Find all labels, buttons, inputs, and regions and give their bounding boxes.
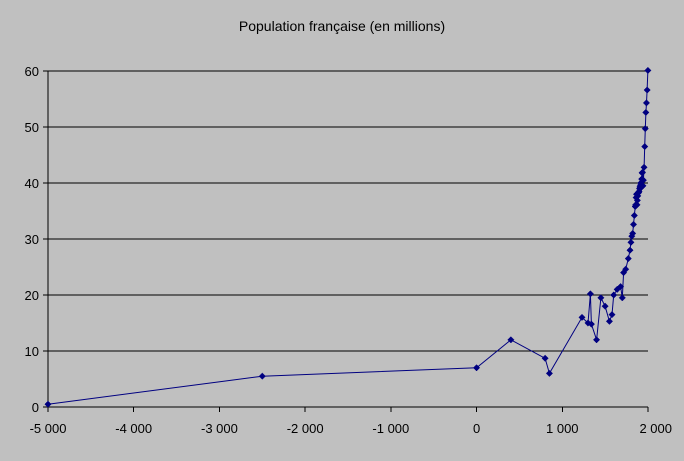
data-point xyxy=(642,99,651,107)
x-tick-label: -5 000 xyxy=(30,421,67,436)
data-point xyxy=(626,246,634,254)
data-point xyxy=(608,311,616,319)
data-point xyxy=(629,229,637,237)
data-point xyxy=(587,320,595,328)
y-tick-label: 30 xyxy=(25,232,39,247)
x-tick-label: -3 000 xyxy=(201,421,238,436)
data-point xyxy=(601,302,609,310)
data-point xyxy=(639,182,647,190)
data-point xyxy=(610,291,618,299)
y-tick-label: 20 xyxy=(25,288,39,303)
data-point xyxy=(541,354,549,362)
x-tick-label: -2 000 xyxy=(287,421,324,436)
data-point xyxy=(641,125,649,133)
data-point xyxy=(639,176,647,184)
x-tick-label: 1 000 xyxy=(546,421,579,436)
data-point xyxy=(643,86,651,94)
data-point xyxy=(630,211,638,220)
x-tick-label: 2 000 xyxy=(639,421,672,436)
data-point xyxy=(618,294,626,302)
data-point xyxy=(545,369,553,377)
data-point xyxy=(640,163,648,171)
data-point xyxy=(644,66,652,74)
data-point xyxy=(605,317,613,325)
y-tick-label: 50 xyxy=(25,120,39,135)
data-point xyxy=(593,336,601,344)
data-point xyxy=(578,313,586,321)
data-point xyxy=(507,336,515,344)
y-tick-label: 40 xyxy=(25,176,39,191)
data-point xyxy=(586,290,594,298)
x-tick-label: -1 000 xyxy=(372,421,409,436)
data-point xyxy=(622,265,630,273)
data-point xyxy=(624,255,632,263)
data-point xyxy=(627,238,635,246)
y-tick-label: 0 xyxy=(32,400,39,415)
data-point xyxy=(641,143,649,151)
data-point xyxy=(629,220,638,228)
data-point xyxy=(617,283,625,291)
data-point xyxy=(597,294,605,302)
data-point xyxy=(258,372,266,380)
y-tick-label: 10 xyxy=(25,344,39,359)
data-series xyxy=(44,66,652,408)
data-point xyxy=(642,108,650,116)
axes: 0 10 20 30 40 50 60 -5 000 -4 000 -3 000 -2 000 -1 … xyxy=(25,64,672,436)
data-point xyxy=(473,364,481,372)
x-tick-label: -4 000 xyxy=(115,421,152,436)
gridlines xyxy=(48,70,648,407)
chart-title: Population française (en millions) xyxy=(239,18,445,34)
data-point xyxy=(44,400,52,408)
data-point xyxy=(633,201,641,209)
x-tick-label: 0 xyxy=(473,421,480,436)
data-point xyxy=(633,196,641,204)
y-tick-label: 60 xyxy=(25,64,39,79)
